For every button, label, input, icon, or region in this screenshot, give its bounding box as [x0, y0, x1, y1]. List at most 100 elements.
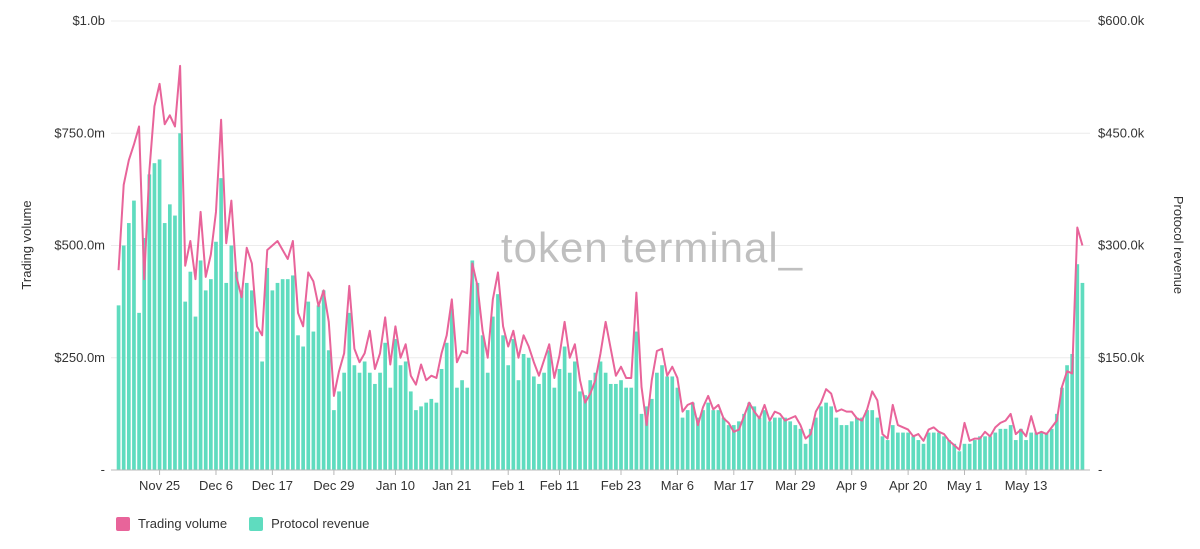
revenue-bar[interactable] — [367, 372, 372, 470]
revenue-bar[interactable] — [521, 354, 526, 470]
revenue-bar[interactable] — [757, 417, 762, 470]
revenue-bar[interactable] — [998, 428, 1003, 470]
revenue-bar[interactable] — [183, 301, 188, 470]
revenue-bar[interactable] — [660, 365, 664, 470]
revenue-bar[interactable] — [706, 402, 711, 470]
revenue-bar[interactable] — [480, 335, 485, 470]
revenue-bar[interactable] — [588, 380, 593, 470]
revenue-bar[interactable] — [455, 387, 459, 470]
revenue-bar[interactable] — [296, 335, 300, 470]
revenue-bar[interactable] — [357, 372, 362, 470]
revenue-bar[interactable] — [1029, 432, 1034, 470]
revenue-bar[interactable] — [316, 305, 321, 470]
revenue-bar[interactable] — [275, 282, 280, 470]
revenue-bar[interactable] — [506, 365, 511, 470]
revenue-bar[interactable] — [972, 440, 977, 470]
revenue-bar[interactable] — [593, 372, 598, 470]
revenue-bar[interactable] — [721, 417, 726, 470]
revenue-bar[interactable] — [250, 290, 254, 470]
revenue-bar[interactable] — [788, 421, 793, 470]
revenue-bar[interactable] — [747, 402, 752, 470]
revenue-bar[interactable] — [291, 275, 295, 470]
revenue-bar[interactable] — [311, 331, 316, 470]
revenue-bar[interactable] — [501, 335, 505, 470]
revenue-bar[interactable] — [819, 406, 823, 470]
revenue-bar[interactable] — [665, 376, 669, 470]
revenue-bar[interactable] — [957, 451, 962, 470]
revenue-bar[interactable] — [603, 372, 608, 470]
revenue-bar[interactable] — [178, 133, 182, 470]
revenue-bar[interactable] — [742, 413, 746, 470]
revenue-bar[interactable] — [583, 395, 587, 470]
revenue-bar[interactable] — [1065, 365, 1069, 470]
revenue-bar[interactable] — [767, 421, 772, 470]
revenue-bar[interactable] — [167, 204, 172, 470]
revenue-bar[interactable] — [352, 365, 357, 470]
revenue-bar[interactable] — [408, 391, 413, 470]
revenue-bar[interactable] — [362, 361, 367, 470]
revenue-bar[interactable] — [639, 413, 644, 470]
revenue-bar[interactable] — [731, 425, 736, 470]
revenue-bar[interactable] — [537, 383, 541, 470]
revenue-bar[interactable] — [162, 223, 167, 470]
revenue-bar[interactable] — [116, 305, 121, 470]
revenue-bar[interactable] — [142, 238, 147, 470]
revenue-bar[interactable] — [373, 383, 377, 470]
revenue-bar[interactable] — [244, 282, 249, 470]
revenue-bar[interactable] — [203, 290, 208, 470]
revenue-bar[interactable] — [947, 440, 951, 470]
revenue-bar[interactable] — [301, 346, 305, 470]
revenue-bar[interactable] — [839, 425, 844, 470]
revenue-bar[interactable] — [1034, 432, 1039, 470]
revenue-bar[interactable] — [414, 410, 418, 470]
revenue-bar[interactable] — [234, 271, 239, 470]
revenue-bar[interactable] — [690, 402, 695, 470]
revenue-bar[interactable] — [306, 301, 311, 470]
revenue-bar[interactable] — [280, 279, 285, 470]
revenue-bar[interactable] — [260, 361, 264, 470]
revenue-bar[interactable] — [624, 387, 628, 470]
revenue-bar[interactable] — [644, 406, 649, 470]
revenue-bar[interactable] — [511, 339, 516, 470]
revenue-bar[interactable] — [393, 339, 398, 470]
revenue-bar[interactable] — [332, 410, 336, 470]
revenue-bar[interactable] — [849, 421, 854, 470]
revenue-bar[interactable] — [219, 178, 223, 470]
revenue-bar[interactable] — [552, 387, 557, 470]
revenue-bar[interactable] — [598, 361, 603, 470]
revenue-bar[interactable] — [342, 372, 346, 470]
revenue-bar[interactable] — [188, 271, 193, 470]
revenue-bar[interactable] — [1049, 428, 1054, 470]
revenue-bar[interactable] — [470, 260, 475, 470]
revenue-bar[interactable] — [229, 245, 234, 471]
revenue-bar[interactable] — [449, 309, 454, 470]
revenue-bar[interactable] — [798, 428, 803, 470]
legend-item-trading-volume[interactable]: Trading volume — [116, 516, 227, 531]
revenue-bar[interactable] — [547, 350, 552, 470]
trading-volume-line[interactable] — [117, 64, 1084, 451]
revenue-bar[interactable] — [675, 387, 680, 470]
revenue-bar[interactable] — [921, 443, 926, 470]
revenue-bar[interactable] — [321, 290, 326, 470]
revenue-bar[interactable] — [1008, 425, 1013, 470]
revenue-bar[interactable] — [173, 215, 177, 470]
revenue-bar[interactable] — [870, 410, 875, 470]
revenue-bar[interactable] — [1070, 354, 1075, 470]
revenue-bar[interactable] — [1024, 440, 1028, 470]
revenue-bar[interactable] — [967, 443, 972, 470]
revenue-bar[interactable] — [126, 223, 131, 470]
revenue-bar[interactable] — [152, 163, 157, 470]
revenue-bar[interactable] — [931, 432, 936, 470]
revenue-bar[interactable] — [793, 425, 798, 470]
revenue-bar[interactable] — [762, 410, 767, 470]
revenue-bar[interactable] — [865, 410, 869, 470]
revenue-bar[interactable] — [614, 383, 618, 470]
revenue-bar[interactable] — [803, 443, 808, 470]
revenue-bar[interactable] — [988, 436, 992, 470]
revenue-bar[interactable] — [608, 383, 613, 470]
revenue-bar[interactable] — [634, 331, 639, 470]
revenue-bar[interactable] — [439, 368, 444, 470]
revenue-bar[interactable] — [337, 391, 341, 470]
revenue-bar[interactable] — [526, 357, 531, 470]
revenue-bar[interactable] — [1003, 428, 1008, 470]
